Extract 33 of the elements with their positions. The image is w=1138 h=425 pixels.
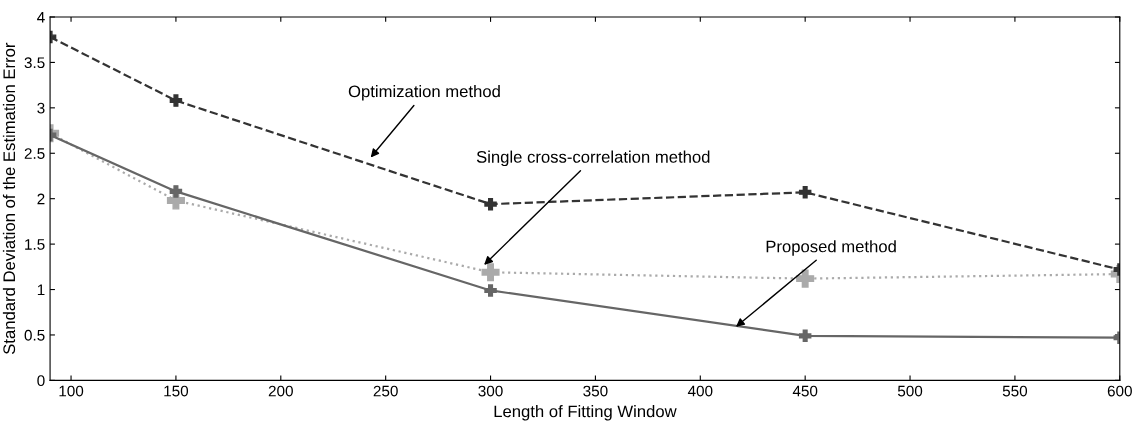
- y-tick-label: 2: [37, 193, 45, 205]
- x-tick-label: 200: [268, 385, 293, 397]
- point: [169, 185, 183, 198]
- x-tick-label: 450: [792, 385, 818, 397]
- point: [798, 186, 812, 199]
- point: [481, 263, 500, 282]
- y-tick-label: 1.5: [25, 239, 45, 250]
- x-tick-label: 350: [583, 385, 608, 397]
- y-axis-title: Standard Deviation of the Estimation Error: [2, 42, 16, 355]
- point: [798, 329, 812, 343]
- y-tick-label: 2.5: [24, 148, 45, 159]
- x-tick-label: 300: [478, 385, 503, 397]
- y-tick-label: 1: [37, 284, 45, 296]
- x-tick-label: 400: [687, 385, 713, 397]
- x-tick-label: 600: [1107, 385, 1132, 397]
- y-tick-label: 0: [37, 375, 45, 387]
- point: [484, 197, 497, 211]
- point: [484, 284, 497, 297]
- point: [169, 94, 183, 107]
- y-tick-label: 4: [37, 12, 45, 23]
- point: [796, 269, 815, 288]
- y-tick-label: 3.5: [24, 57, 45, 69]
- x-tick-label: 550: [1002, 385, 1028, 397]
- annotation: Single cross-correlation method: [476, 150, 710, 167]
- x-tick-label: 100: [59, 385, 84, 397]
- annotation: Optimization method: [348, 85, 500, 101]
- annotation: Proposed method: [766, 240, 896, 256]
- y-tick-label: 0.5: [24, 329, 45, 341]
- x-axis-title: Length of Fitting Window: [494, 405, 677, 421]
- x-tick-label: 500: [897, 385, 923, 397]
- x-tick-label: 150: [164, 385, 189, 397]
- x-tick-label: 250: [373, 385, 398, 397]
- y-tick-label: 3: [37, 102, 45, 114]
